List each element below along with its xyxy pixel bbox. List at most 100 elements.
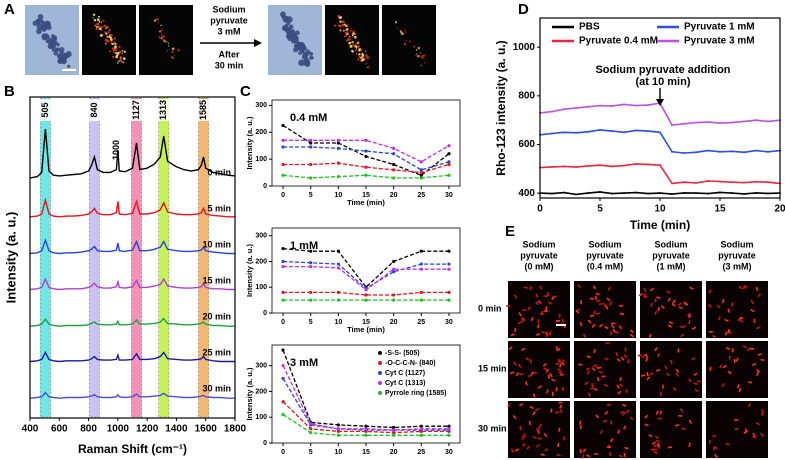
cell [724,318,729,322]
cell [559,409,563,414]
cell-spot [58,46,65,53]
cell-spot [100,25,103,29]
spectrum [29,277,235,291]
cell-spot [113,37,116,40]
point [575,131,577,134]
cell [748,380,753,384]
cell [760,411,764,416]
x-tick-label: 5 [309,449,313,456]
cell [644,353,648,358]
cell [725,443,730,446]
cell-spot [105,32,108,35]
cell [543,433,548,438]
point [281,247,285,251]
cell [575,309,580,314]
cell [738,285,743,290]
micrograph [706,281,768,338]
cell [662,384,664,389]
cell-spot [343,23,346,26]
point [447,424,451,428]
point [281,290,285,294]
point [336,141,340,145]
column-header: Sodium [655,239,688,249]
cell [606,446,612,449]
cell [612,328,616,333]
cell [645,357,649,362]
cell [545,333,550,338]
cell [620,356,625,361]
point [309,422,313,426]
point [336,429,340,433]
cell [648,333,652,338]
cell-spot [351,34,354,37]
cell [522,309,527,312]
cell [555,387,558,392]
cell [561,358,566,363]
cell [757,353,762,356]
cell [739,317,744,319]
cell-spot [290,38,296,44]
cell-spot [352,32,355,36]
point [683,122,685,125]
cell-spot [100,21,103,23]
cell [644,423,649,427]
column-header: (0 mM) [525,261,554,271]
band-label-box [88,99,100,121]
point [281,138,285,142]
x-tick-label: 0 [281,319,285,326]
column-header: Sodium [721,239,754,249]
point [447,267,451,271]
cell [625,388,628,393]
cell [554,411,560,414]
point [419,433,423,437]
y-tick-label: 0 [263,310,267,317]
point [447,433,451,437]
legend-label: Pyrrole ring (1585) [385,390,446,397]
cell-spot [355,53,358,55]
cell [584,381,589,386]
point [447,152,451,156]
x-tick-label: 20 [390,319,398,326]
cell [595,292,600,296]
cell [534,407,540,412]
point [336,266,340,270]
cell-spot [363,57,366,60]
cell [721,382,726,388]
cell [747,347,752,352]
point [336,423,340,427]
cell [535,332,541,337]
cell-spot [104,39,107,41]
point [707,179,709,182]
cell [624,347,627,352]
cell-spot [162,35,165,38]
band [89,97,100,418]
cell-spot [155,17,159,21]
cell [752,435,757,440]
x-axis-label: Time (min) [347,198,385,207]
cell [535,293,539,298]
point [611,105,613,108]
column-header: pyruvate [586,250,624,260]
cell [604,410,609,415]
cell [543,310,549,313]
cell [742,344,747,349]
point [419,427,423,431]
cell [731,348,734,353]
cell [610,331,613,336]
point [575,166,577,169]
cell-spot [105,27,107,30]
point [731,192,733,195]
cell [675,372,679,377]
cell [756,368,761,373]
cell-spot [113,41,116,44]
y-tick-label: 1000 [513,42,536,53]
micrograph [139,5,193,75]
cell [510,333,515,337]
cell-spot [53,50,59,56]
cell-spot [166,49,169,52]
cell [619,376,622,382]
cell [724,331,728,336]
point [281,162,285,167]
cell [675,368,680,373]
cell [532,393,536,398]
